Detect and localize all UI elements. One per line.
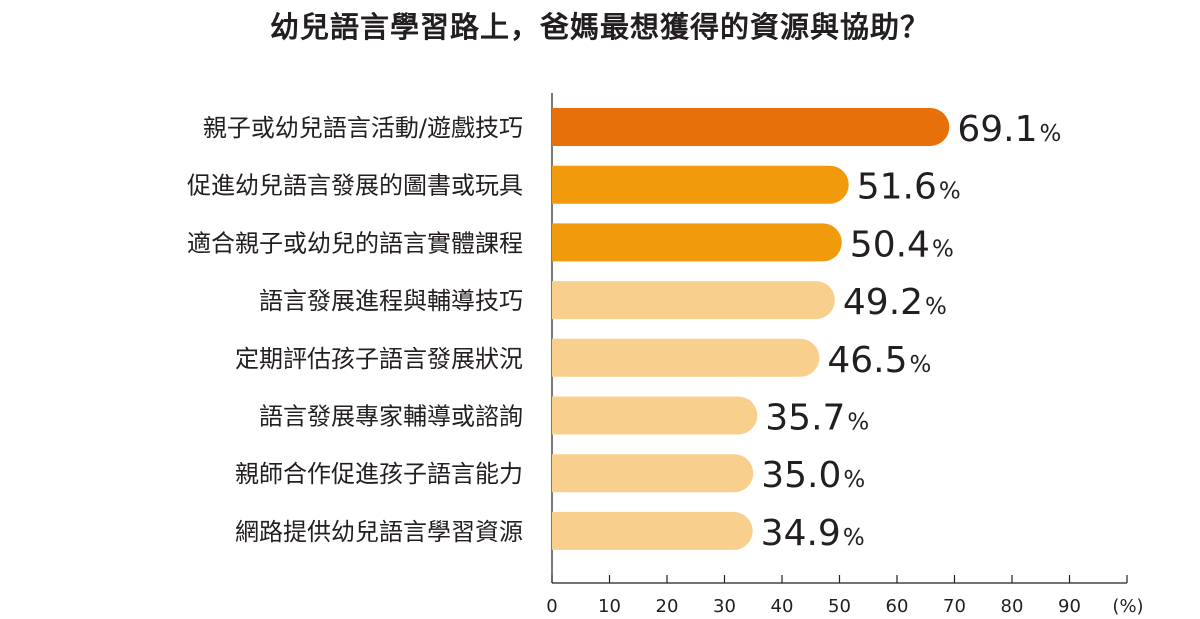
data-label: 35.7% [765,398,869,439]
bar [552,338,820,377]
data-label: 69.1% [957,109,1061,150]
x-tick-label: 40 [771,596,794,617]
data-label-unit: % [1039,121,1061,147]
data-label: 34.9% [761,513,865,554]
bar [552,454,754,493]
x-tick-label: 30 [713,596,736,617]
category-label: 網路提供幼兒語言學習資源 [235,518,523,546]
data-label-unit: % [843,467,865,493]
category-label: 親子或幼兒語言活動/遊戲技巧 [203,114,523,142]
data-label-unit: % [910,352,932,378]
data-label-unit: % [843,525,865,551]
bar [552,396,758,435]
category-label: 適合親子或幼兒的語言實體課程 [187,229,523,257]
category-label: 親師合作促進孩子語言能力 [235,460,523,488]
x-tick-label: 70 [943,596,966,617]
data-label-unit: % [939,179,961,205]
x-tick-label: 60 [886,596,909,617]
category-label: 定期評估孩子語言發展狀況 [235,345,523,373]
data-label-unit: % [847,410,869,436]
x-tick-label: 0 [546,596,557,617]
data-label: 51.6% [857,167,961,208]
chart-title: 幼兒語言學習路上，爸媽最想獲得的資源與協助？ [269,10,930,44]
category-label: 促進幼兒語言發展的圖書或玩具 [187,172,523,200]
bar [552,511,753,550]
data-label: 46.5% [827,340,931,381]
x-axis-unit-label: (%) [1112,596,1143,617]
x-tick-label: 80 [1001,596,1024,617]
data-label: 49.2% [843,282,947,323]
data-label: 50.4% [850,224,954,265]
x-tick-label: 20 [656,596,679,617]
bar [552,165,849,204]
data-label: 35.0% [761,455,865,496]
category-label: 語言發展專家輔導或諮詢 [259,403,523,431]
category-label: 語言發展進程與輔導技巧 [259,287,523,315]
x-tick-label: 50 [828,596,851,617]
bar [552,223,842,262]
x-tick-label: 10 [598,596,621,617]
data-label-unit: % [925,294,947,320]
bar [552,281,835,320]
x-tick-label: 90 [1058,596,1081,617]
data-label-unit: % [932,236,954,262]
bar [552,108,950,146]
